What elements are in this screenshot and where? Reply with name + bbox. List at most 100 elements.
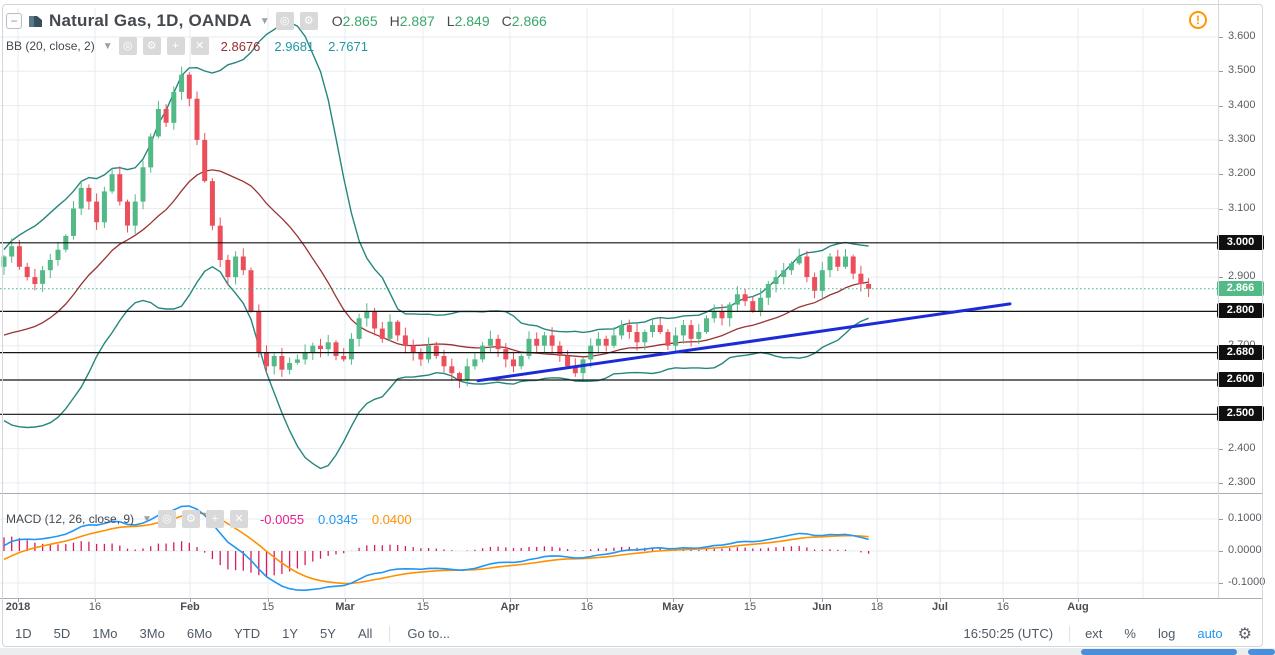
macd-tick-label: -0.1000 (1228, 576, 1266, 588)
axis-tick (1219, 71, 1223, 72)
axis-tick (190, 598, 191, 602)
scale-button-percent[interactable]: % (1124, 626, 1136, 641)
add-icon[interactable]: + (166, 37, 185, 55)
settings-gear-icon[interactable]: ⚙ (1237, 625, 1252, 643)
axis-tick (822, 598, 823, 602)
chart-plot-area[interactable] (0, 0, 1218, 598)
time-tick-label: 15 (743, 601, 757, 613)
add-icon[interactable]: + (205, 510, 224, 528)
price-tick-label: 3.200 (1228, 167, 1256, 179)
macd-label[interactable]: MACD (12, 26, close, 9) (6, 512, 135, 526)
time-tick-label: 15 (261, 601, 275, 613)
clock-label[interactable]: 16:50:25 (UTC) (963, 626, 1054, 641)
axis-tick (1078, 598, 1079, 602)
time-tick-label: Jul (932, 601, 948, 613)
time-tick-label: 16 (580, 601, 594, 613)
axis-tick (18, 598, 19, 602)
eye-icon[interactable]: ◎ (157, 510, 176, 528)
gear-icon[interactable]: ⚙ (299, 12, 318, 30)
scale-button-auto[interactable]: auto (1197, 626, 1223, 641)
axis-tick (1219, 583, 1223, 584)
axis-tick (95, 598, 96, 602)
range-button-1y[interactable]: 1Y (282, 626, 299, 641)
axis-tick (1219, 174, 1223, 175)
range-button-1d[interactable]: 1D (15, 626, 32, 641)
axis-tick (1219, 483, 1223, 484)
toolbar-divider (389, 625, 391, 642)
close-icon[interactable]: ✕ (229, 510, 248, 528)
scale-button-ext[interactable]: ext (1085, 626, 1103, 641)
range-button-all[interactable]: All (357, 626, 373, 641)
pane-separator[interactable] (0, 493, 1263, 494)
axis-tick (1219, 519, 1223, 520)
scrollbar-thumb[interactable] (1248, 649, 1275, 655)
axis-tick (1219, 140, 1223, 141)
scrollbar-thumb[interactable] (1081, 649, 1237, 655)
close-icon[interactable]: ✕ (190, 37, 209, 55)
gear-icon[interactable]: ⚙ (181, 510, 200, 528)
chevron-down-icon[interactable]: ▼ (102, 40, 113, 52)
time-tick-label: May (662, 601, 684, 613)
chevron-down-icon[interactable]: ▼ (259, 15, 270, 27)
ohlc-readout: O2.865 H2.887 L2.849 C2.866 (332, 13, 547, 29)
axis-tick (877, 598, 878, 602)
axis-tick (673, 598, 674, 602)
scrollbar-track[interactable] (0, 648, 1275, 655)
chevron-down-icon[interactable]: ▼ (142, 513, 152, 525)
price-axis-border (1218, 0, 1219, 598)
bb-legend: BB (20, close, 2) ▼ ◎ ⚙ + ✕ 2.8676 2.968… (6, 37, 368, 55)
collapse-pane-button[interactable]: − (6, 13, 22, 29)
axis-tick (1219, 551, 1223, 552)
high-value: 2.887 (399, 13, 435, 29)
macd-tick-label: 0.0000 (1228, 544, 1262, 556)
scale-button-log[interactable]: log (1157, 626, 1176, 641)
time-tick-label: 16 (88, 601, 102, 613)
axis-tick (268, 598, 269, 602)
bottom-toolbar: 1D 5D 1Mo 3Mo 6Mo YTD 1Y 5Y All Go to... 16:50:2… (4, 621, 1260, 646)
current-price-label: 2.866 (1217, 281, 1264, 296)
price-tick-label: 3.300 (1228, 133, 1256, 145)
gear-icon[interactable]: ⚙ (142, 37, 161, 55)
range-button-6mo[interactable]: 6Mo (186, 626, 213, 641)
axis-tick (345, 598, 346, 602)
chart-title: Natural Gas, 1D, OANDA (49, 11, 252, 30)
macd-tick-label: 0.1000 (1228, 512, 1262, 524)
price-tick-label: 3.600 (1228, 30, 1256, 42)
axis-tick (510, 598, 511, 602)
axis-tick (1219, 37, 1223, 38)
axis-tick (587, 598, 588, 602)
bb-lower-value: 2.7671 (328, 38, 368, 54)
axis-tick (1219, 277, 1223, 278)
range-button-5d[interactable]: 5D (53, 626, 71, 641)
axis-tick (423, 598, 424, 602)
bb-basis-value: 2.8676 (220, 38, 261, 54)
range-buttons: 1D 5D 1Mo 3Mo 6Mo YTD 1Y 5Y All (4, 623, 383, 644)
range-button-5y[interactable]: 5Y (320, 626, 336, 641)
eye-icon[interactable]: ◎ (118, 37, 137, 55)
close-value: 2.866 (511, 13, 547, 29)
price-tick-label: 3.100 (1228, 202, 1256, 214)
range-button-3mo[interactable]: 3Mo (139, 626, 165, 641)
price-line-label: 2.680 (1217, 345, 1264, 360)
range-button-1mo[interactable]: 1Mo (92, 626, 118, 641)
time-tick-label: 2018 (5, 601, 31, 613)
eye-icon[interactable]: ◎ (275, 12, 294, 30)
time-tick-label: Aug (1067, 601, 1089, 613)
high-key: H (389, 13, 400, 29)
axis-tick (1219, 209, 1223, 210)
low-key: L (446, 13, 455, 29)
price-line-label: 3.000 (1217, 235, 1264, 250)
goto-button[interactable]: Go to... (407, 626, 451, 641)
scale-mode-buttons: ext% log auto (1076, 623, 1232, 644)
time-tick-label: Apr (500, 601, 520, 613)
open-value: 2.865 (342, 13, 378, 29)
time-axis-border (0, 598, 1263, 599)
warning-icon[interactable]: ! (1189, 11, 1207, 29)
price-tick-label: 3.400 (1228, 99, 1256, 111)
axis-tick (940, 598, 941, 602)
time-tick-label: 18 (870, 601, 884, 613)
price-tick-label: 2.300 (1228, 476, 1256, 488)
range-button-ytd[interactable]: YTD (234, 626, 261, 641)
bb-label[interactable]: BB (20, close, 2) (6, 39, 95, 53)
